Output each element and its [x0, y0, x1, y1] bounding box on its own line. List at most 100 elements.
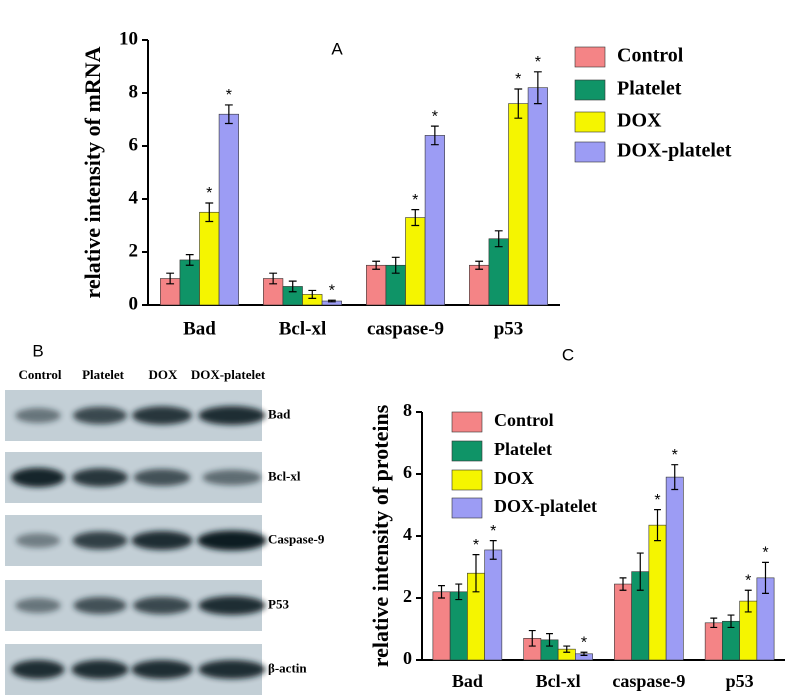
blot-band	[71, 660, 129, 679]
y-axis-label: relative intensity of mRNA	[80, 46, 105, 298]
error-bar	[546, 633, 553, 647]
x-tick-label: Bcl-xl	[279, 318, 327, 339]
blot-band	[197, 530, 267, 551]
blot-band	[132, 406, 192, 425]
x-tick-label: caspase-9	[367, 318, 444, 339]
error-bar	[671, 464, 679, 491]
error-bar	[166, 272, 175, 285]
legend-swatch	[451, 497, 483, 519]
legend-label: DOX-platelet	[494, 496, 597, 516]
blot-row-label: P53	[268, 596, 289, 611]
blot-band	[11, 660, 65, 679]
error-bar	[327, 299, 336, 303]
error-bar	[205, 202, 214, 223]
legend-label: Control	[494, 410, 554, 430]
legend-swatch	[574, 79, 606, 101]
significance-mark: *	[672, 447, 678, 464]
bar	[527, 87, 548, 306]
error-bar	[580, 651, 588, 656]
error-bar	[308, 289, 317, 299]
x-tick-label: caspase-9	[612, 671, 685, 691]
legend-swatch	[451, 411, 483, 433]
blot-band	[15, 598, 61, 613]
y-tick-label: 0	[129, 293, 139, 314]
blot-row-label: Caspase-9	[268, 531, 325, 546]
significance-mark: *	[745, 572, 751, 589]
blot-band	[73, 597, 127, 614]
blot-band	[72, 531, 128, 550]
error-bar	[494, 230, 503, 248]
bar	[508, 103, 529, 306]
x-tick-label: Bad	[183, 318, 216, 339]
lane-label: Platelet	[82, 367, 125, 382]
blot-band	[198, 596, 266, 615]
panel-label: B	[32, 341, 43, 360]
significance-mark: *	[226, 87, 232, 104]
significance-mark: *	[490, 523, 496, 540]
blot-band	[131, 531, 193, 550]
significance-mark: *	[329, 282, 335, 299]
error-bar	[563, 645, 571, 653]
error-bar	[288, 280, 297, 293]
blot-band	[133, 596, 191, 615]
legend-swatch	[451, 440, 483, 462]
significance-mark: *	[762, 545, 768, 562]
bar	[218, 113, 239, 306]
x-tick-label: p53	[726, 671, 754, 691]
blot-band	[73, 406, 127, 425]
error-bar	[636, 552, 644, 591]
bar	[432, 591, 451, 661]
significance-mark: *	[581, 634, 587, 651]
bar	[424, 135, 445, 306]
x-tick-label: p53	[494, 318, 524, 339]
bar	[366, 264, 387, 306]
y-tick-label: 2	[403, 586, 412, 606]
panel-label: C	[562, 345, 574, 364]
error-bar	[762, 561, 769, 594]
y-tick-label: 4	[403, 524, 412, 544]
error-bar	[654, 509, 661, 542]
bar	[704, 622, 723, 661]
error-bar	[269, 272, 278, 285]
error-bar	[514, 88, 523, 119]
legend-label: Platelet	[617, 78, 682, 100]
blot-band	[15, 408, 61, 423]
bar	[405, 217, 426, 306]
y-tick-label: 0	[403, 648, 412, 668]
error-bar	[528, 629, 536, 647]
blot-band	[131, 660, 193, 679]
significance-mark: *	[654, 492, 660, 509]
significance-mark: *	[412, 192, 418, 209]
lane-label: DOX	[149, 367, 179, 382]
error-bar	[455, 583, 463, 601]
legend-label: DOX-platelet	[617, 140, 732, 162]
lane-label: DOX-platelet	[191, 367, 266, 382]
error-bar	[475, 260, 484, 270]
bar	[665, 476, 684, 661]
y-axis-label: relative intensity of proteins	[368, 404, 393, 667]
error-bar	[472, 554, 480, 593]
blot-band	[198, 660, 266, 679]
bar	[484, 549, 503, 661]
legend-swatch	[574, 111, 606, 133]
y-tick-label: 8	[403, 400, 412, 420]
error-bar	[224, 104, 233, 125]
error-bar	[411, 209, 420, 227]
blot-band	[15, 533, 61, 548]
blot-row-label: Bcl-xl	[268, 468, 301, 483]
error-bar	[744, 589, 752, 613]
legend-label: Platelet	[494, 439, 552, 459]
legend-label: Control	[617, 45, 684, 67]
y-tick-label: 2	[129, 240, 139, 261]
error-bar	[430, 125, 439, 146]
bar	[614, 583, 632, 661]
blot-band	[133, 469, 191, 486]
legend-label: DOX	[617, 110, 662, 132]
error-bar	[710, 617, 718, 629]
bar	[488, 238, 509, 306]
significance-mark: *	[535, 54, 541, 71]
panel-label: A	[331, 39, 343, 58]
legend-label: DOX	[494, 468, 534, 488]
error-bar	[619, 577, 627, 591]
